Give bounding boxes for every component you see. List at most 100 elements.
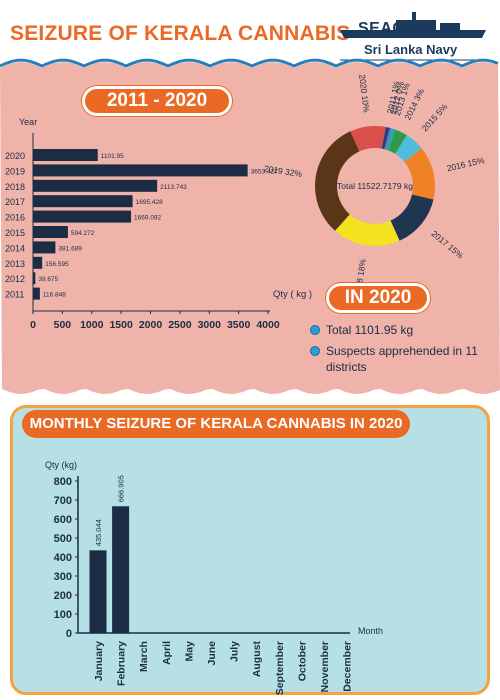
x-tick-label: 2000 [139,319,163,331]
year-value-label: 116.848 [43,292,66,299]
donut-slice [350,126,386,152]
x-tick-label: 1500 [109,319,133,331]
fact-text: Total 1101.95 kg [326,323,414,337]
y-tick-label: 0 [66,628,72,640]
donut-slice [388,129,407,154]
month-label: March [138,641,150,672]
monthly-panel [10,405,490,695]
y-tick-label: 500 [54,533,72,545]
bullet-icon [310,346,320,356]
donut-slice [335,214,400,246]
year-value-label: 3653.427 [251,168,278,175]
facts-list: Total 1101.95 kg Suspects apprehended in… [310,322,490,380]
month-bar [89,550,107,633]
donut-slice [384,128,396,151]
year-bar [33,256,43,269]
year-label: 2019 [5,166,25,176]
year-value-label: 1695.428 [136,199,163,206]
donut-slice-label: 2020 10% [357,74,372,114]
y-axis-label: Year [19,117,37,127]
logo-subtitle: Sri Lanka Navy [364,42,458,57]
month-label: August [251,641,263,678]
year-bar [33,272,36,285]
month-label: December [342,641,354,692]
year-label: 2016 [5,213,25,223]
month-label: February [116,641,128,686]
x-tick-label: 500 [54,319,72,331]
month-label: July [229,641,241,662]
year-value-label: 594.272 [71,230,95,237]
year-label: 2013 [5,259,25,269]
monthly-chart-title: MONTHLY SEIZURE OF KERALA CANNABIS IN 20… [22,410,410,438]
x-tick-label: 3500 [227,319,251,331]
year-value-label: 156.595 [45,261,69,268]
year-value-label: 1101.95 [101,153,124,160]
year-value-label: 39.675 [38,276,58,283]
bullet-icon [310,325,320,335]
donut-slice [315,131,360,231]
y-tick-label: 600 [54,514,72,526]
year-label: 2011 [5,290,24,300]
month-label: June [206,641,218,666]
fact-item: Suspects apprehended in 11 districts [310,343,490,375]
y-tick-label: 400 [54,552,72,564]
year-label: 2014 [5,243,25,253]
year-label: 2020 [5,151,25,161]
year-label: 2017 [5,197,25,207]
year-label: 2015 [5,228,25,238]
year-value-label: 1669.092 [134,215,161,222]
header: SEIZURE OF KERALA CANNABIS SEAOPS Sri La… [0,0,500,70]
year-value-label: 381.689 [58,245,82,252]
y-tick-label: 700 [54,495,72,507]
donut-slice [390,194,434,241]
donut-slice [381,126,390,150]
fact-text: Suspects apprehended in 11 districts [326,344,478,374]
month-label: January [93,641,105,681]
in-2020-label: IN 2020 [326,283,430,313]
donut-slice [395,135,422,162]
year-bar [33,164,248,177]
donut-slice [384,127,391,150]
y-tick-label: 800 [54,476,72,488]
year-value-label: 2113.743 [160,184,187,191]
year-bar [33,241,56,254]
period-label: 2011 - 2020 [82,86,232,116]
logo-name: SEAOPS [358,20,428,37]
x-tick-label: 0 [30,319,36,331]
yearly-bar-chart: Year 2020 1101.95 2019 3653.427 2018 2113.743 2… [5,117,312,331]
month-label: October [296,641,308,681]
donut-slice [404,148,435,200]
main-title: SEIZURE OF KERALA CANNABIS [10,22,351,45]
seaops-logo: SEAOPS Sri Lanka Navy [336,8,496,62]
y-tick-label: 300 [54,571,72,583]
y-tick-label: 100 [54,609,72,621]
x-axis-label: Qty ( kg ) [273,289,312,300]
navy-ship-icon [340,12,486,61]
x-tick-label: 2500 [168,319,192,331]
month-bar [112,506,130,633]
yearly-share-donut-chart: 2011 1%2012 0%2013 1%2014 3%2015 5%2016 … [263,74,485,298]
fact-item: Total 1101.95 kg [310,322,490,338]
month-value-label: 666.905 [117,475,126,502]
year-bar [33,149,98,161]
year-label: 2018 [5,182,25,192]
month-label: November [319,641,331,692]
year-label: 2012 [5,274,25,284]
y-axis-label: Qty (kg) [45,460,77,470]
year-bar [33,210,132,223]
month-label: May [183,641,195,662]
month-label: April [161,641,173,665]
donut-center-label: Total 11522.7179 kg [337,181,413,191]
year-bar [33,179,158,192]
x-tick-label: 3000 [198,319,222,331]
year-bar [33,226,68,238]
month-label: September [274,641,286,695]
x-tick-label: 1000 [80,319,104,331]
x-axis-label: Month [358,626,383,636]
x-tick-label: 4000 [256,319,280,331]
year-bar [33,195,133,208]
month-value-label: 435.044 [94,519,103,546]
y-tick-label: 200 [54,590,72,602]
year-bar [33,287,40,300]
